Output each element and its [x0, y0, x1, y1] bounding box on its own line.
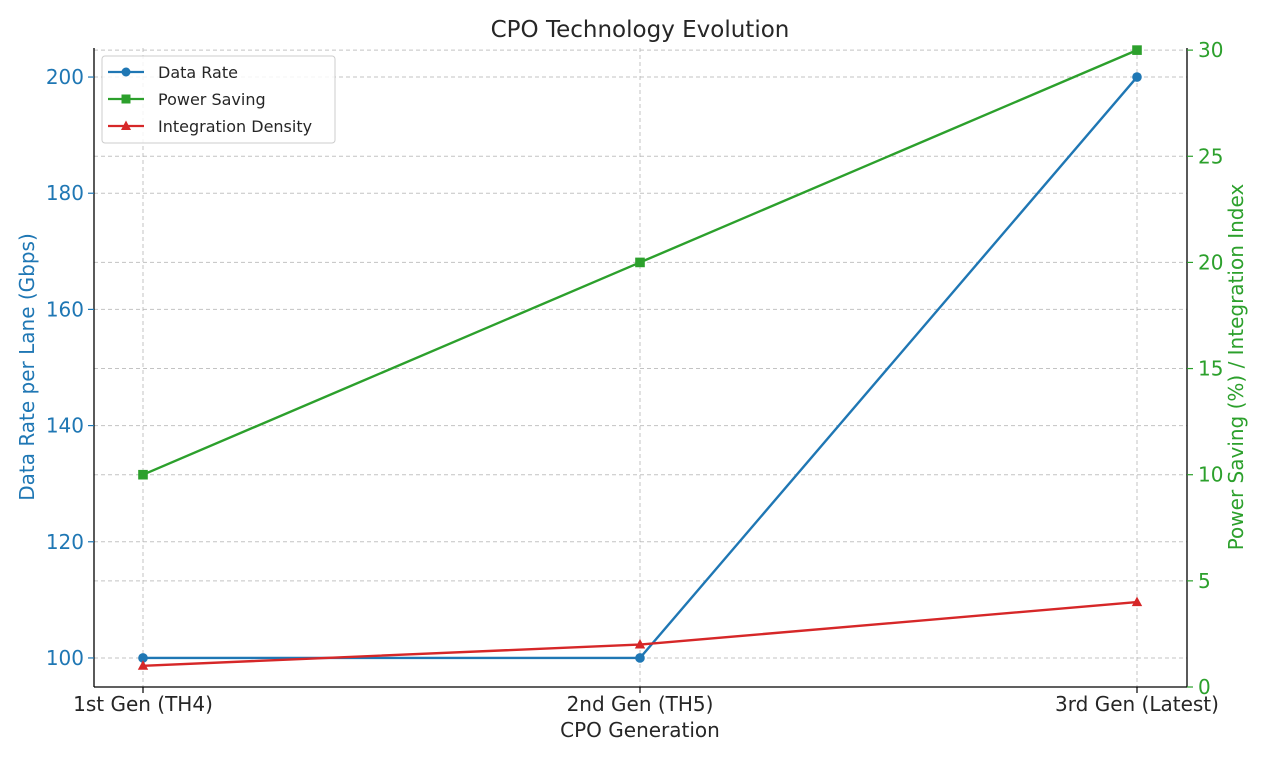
x-tick-label: 1st Gen (TH4): [73, 692, 213, 716]
data-point-power-saving: [1132, 45, 1142, 55]
legend-item-integration-density: Integration Density: [108, 117, 312, 136]
y-tick-label-right: 20: [1198, 250, 1223, 274]
circle-marker-icon: [121, 67, 131, 77]
legend-item-data-rate: Data Rate: [108, 63, 238, 82]
x-axis-label: CPO Generation: [560, 718, 720, 742]
square-marker-icon: [121, 94, 131, 104]
y-axis-label-right: Power Saving (%) / Integration Index: [1224, 184, 1248, 551]
grid: [94, 48, 1187, 688]
legend: Data Rate Power Saving Integration Densi…: [101, 55, 336, 144]
legend-frame: [101, 55, 336, 144]
data-point-integration-density: [634, 639, 646, 649]
data-point-power-saving: [138, 469, 148, 480]
legend-label-data-rate: Data Rate: [158, 63, 238, 82]
x-tick-label: 2nd Gen (TH5): [567, 692, 714, 716]
data-point-data-rate: [1132, 72, 1142, 82]
data-point-integration-density: [1131, 596, 1143, 607]
data-point-data-rate: [635, 653, 645, 663]
y-tick-label-left: 100: [46, 646, 84, 670]
y-tick-label-right: 25: [1198, 144, 1223, 168]
legend-label-power-saving: Power Saving: [158, 90, 266, 109]
y-tick-label-right: 10: [1198, 463, 1223, 487]
legend-label-integration-density: Integration Density: [158, 117, 312, 136]
x-tick-label: 3rd Gen (Latest): [1055, 692, 1219, 716]
chart-title: CPO Technology Evolution: [491, 17, 790, 43]
y-axis-label-left: Data Rate per Lane (Gbps): [15, 233, 39, 501]
axes: 1st Gen (TH4) 2nd Gen (TH5) 3rd Gen (Lates…: [46, 38, 1224, 716]
y-tick-label-left: 180: [46, 181, 84, 205]
y-tick-label-left: 120: [46, 530, 84, 554]
data-point-data-rate: [138, 653, 148, 663]
series-layer: [137, 45, 1143, 670]
y-tick-label-right: 15: [1198, 357, 1223, 381]
y-tick-label-left: 140: [46, 414, 84, 438]
data-point-power-saving: [635, 257, 645, 268]
y-tick-label-left: 160: [46, 297, 84, 321]
series-line-data-rate: [143, 76, 1138, 660]
y-tick-label-right: 5: [1198, 569, 1211, 593]
triangle-marker-icon: [121, 120, 131, 130]
data-point-integration-density: [137, 660, 149, 670]
y-tick-label-right: 30: [1198, 38, 1223, 62]
y-tick-label-left: 200: [46, 65, 84, 89]
y-tick-label-right: 0: [1198, 675, 1211, 699]
legend-item-power-saving: Power Saving: [108, 90, 266, 109]
